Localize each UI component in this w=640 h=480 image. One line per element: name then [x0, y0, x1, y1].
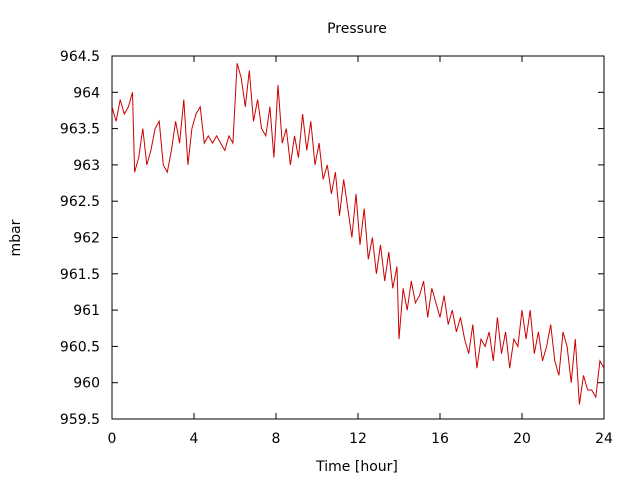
- y-tick-label: 960: [73, 376, 100, 392]
- y-tick-label: 962: [73, 231, 100, 247]
- x-tick-label: 16: [431, 431, 449, 447]
- y-tick-label: 964.5: [60, 49, 100, 65]
- y-tick-label: 962.5: [60, 194, 100, 210]
- y-tick-label: 959.5: [60, 412, 100, 428]
- pressure-series-line: [111, 63, 605, 405]
- y-tick-label: 961: [73, 303, 100, 319]
- x-tick-label: 24: [595, 431, 613, 447]
- series-group: [111, 63, 605, 405]
- axis-ticks: 0 4 8 12 16 20 24 959.5 960 960.5 961 961.5 962 962.5…: [60, 49, 613, 447]
- x-tick-label: 4: [190, 431, 199, 447]
- y-axis-label: mbar: [8, 219, 24, 256]
- x-axis-label: Time [hour]: [315, 459, 398, 475]
- y-tick-label: 963: [73, 158, 100, 174]
- y-tick-label: 963.5: [60, 122, 100, 138]
- x-tick-label: 8: [272, 431, 281, 447]
- y-tick-label: 961.5: [60, 267, 100, 283]
- chart-title: Pressure: [327, 21, 387, 37]
- x-tick-label: 12: [349, 431, 367, 447]
- y-tick-label: 964: [73, 85, 100, 101]
- y-tick-label: 960.5: [60, 339, 100, 355]
- x-tick-label: 20: [513, 431, 531, 447]
- plot-area-frame: [111, 55, 605, 420]
- x-tick-label: 0: [108, 431, 117, 447]
